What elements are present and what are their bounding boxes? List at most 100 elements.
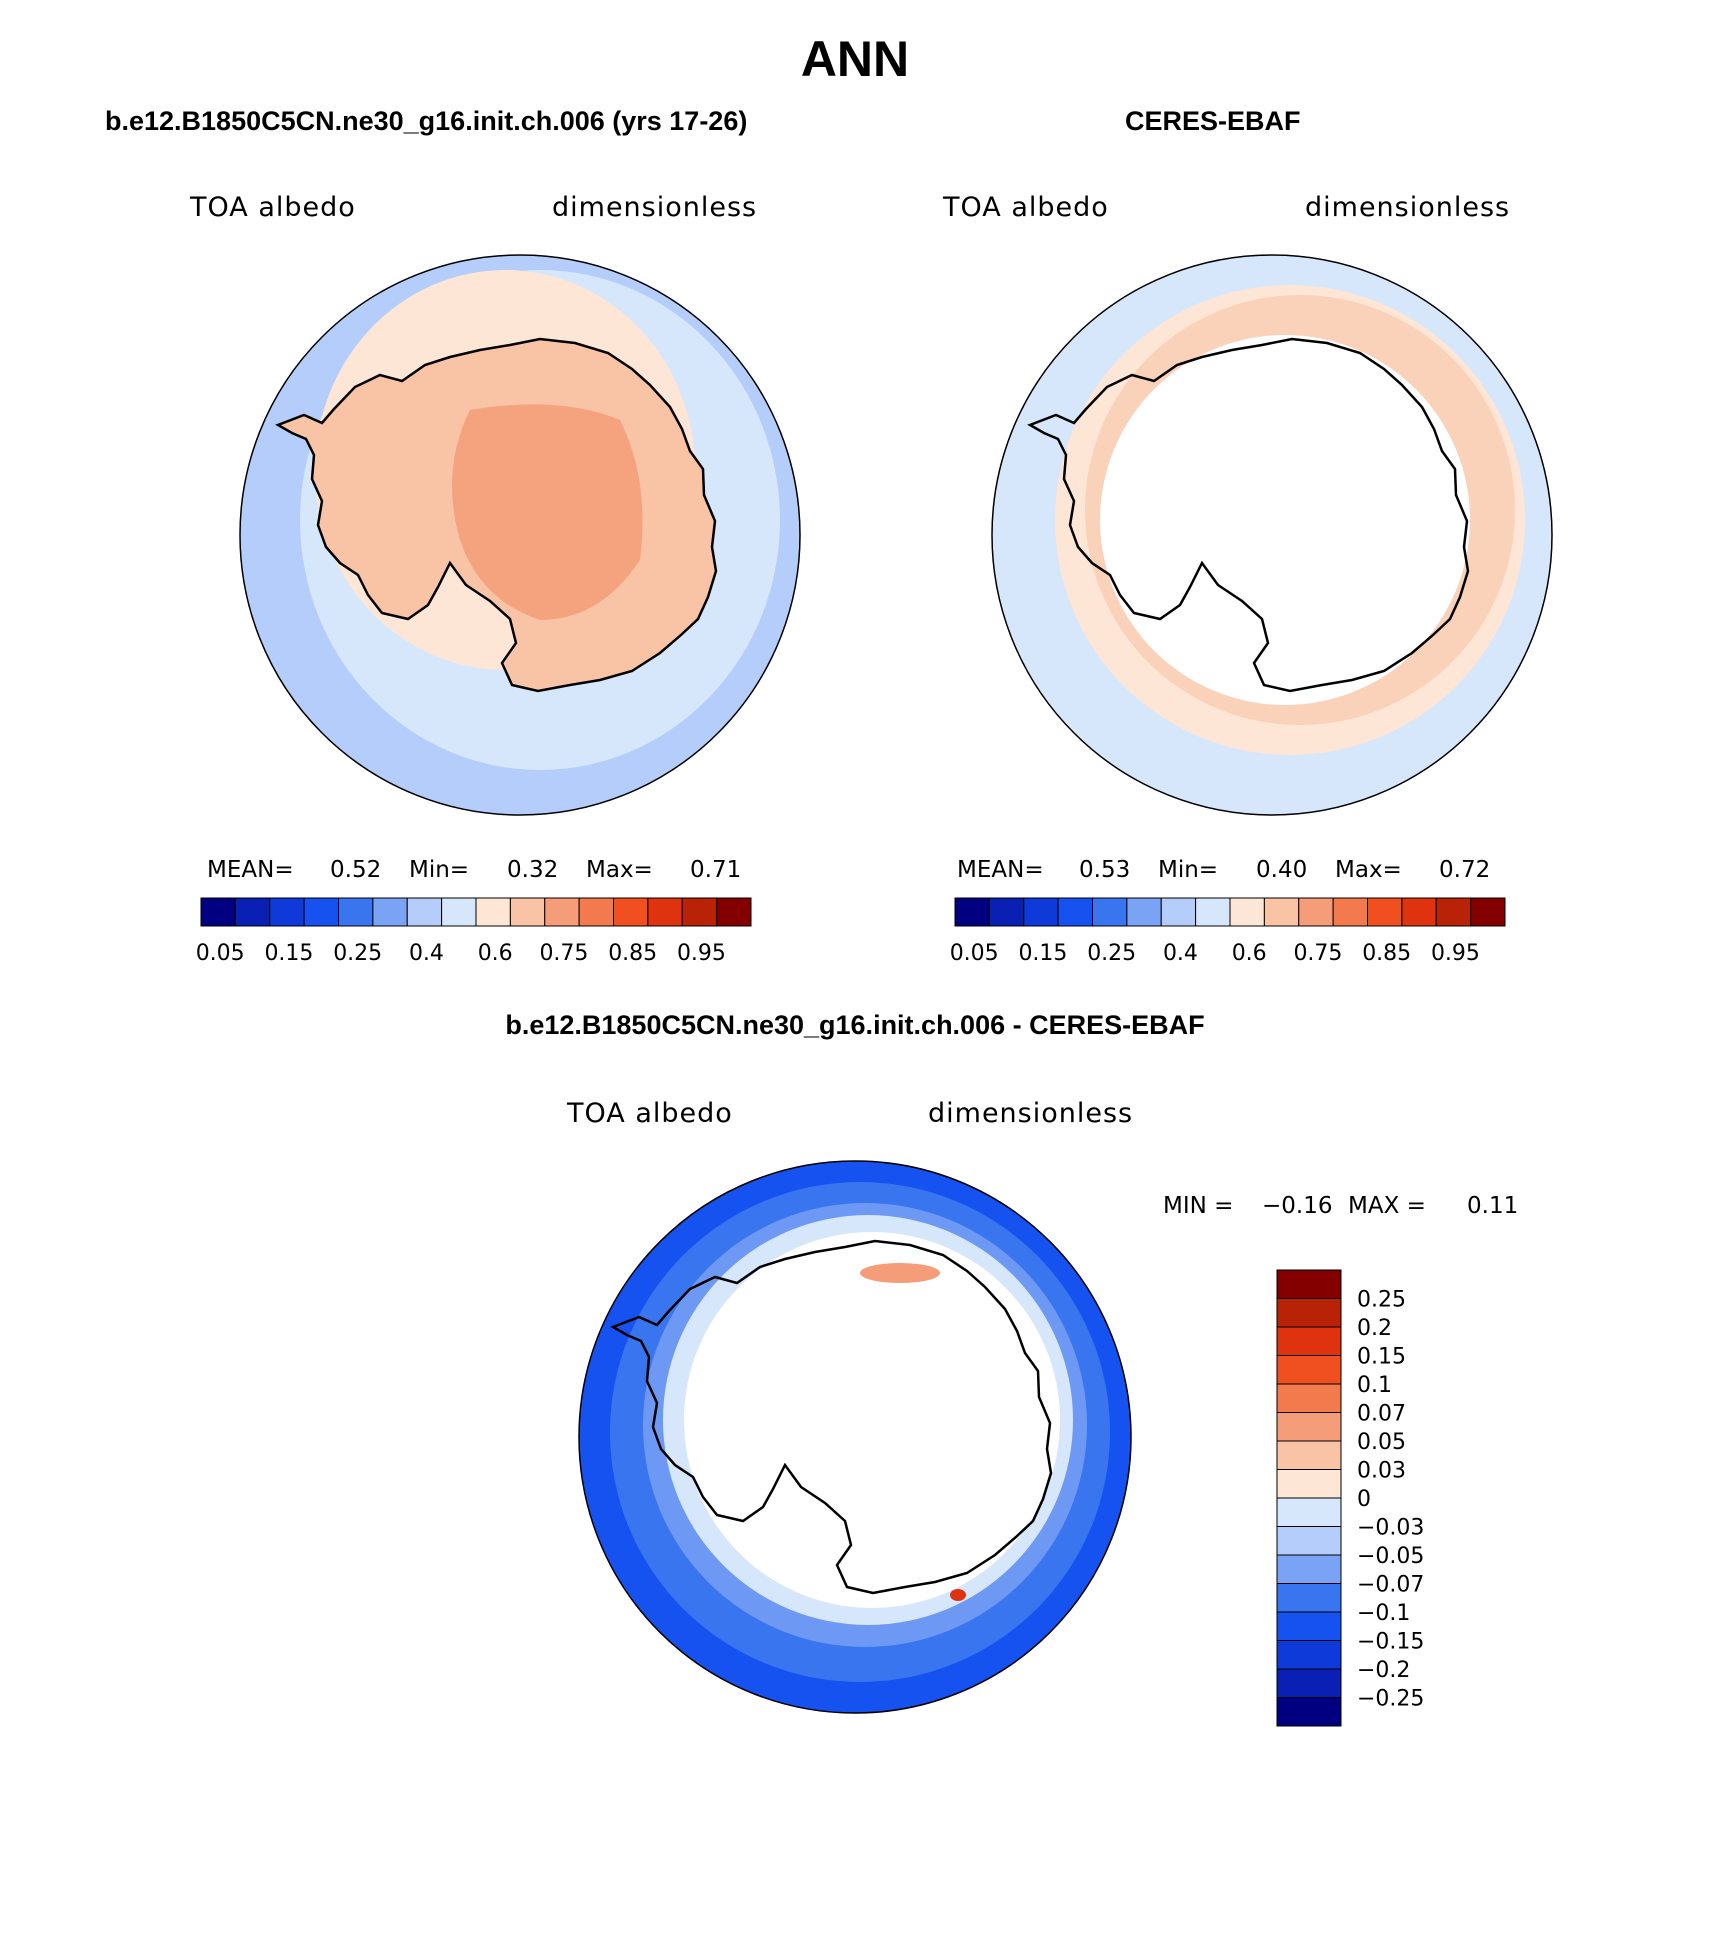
colorbar-model-tick-label: 0.25 [333,941,382,966]
colorbar-obs-swatch [1160,897,1197,927]
colorbar-model-swatch [269,897,305,927]
colorbar-difference-swatch [1276,1269,1342,1299]
panel-title-obs: CERES-EBAF [1125,106,1301,136]
panel-title-model: b.e12.B1850C5CN.ne30_g16.init.ch.006 (yr… [105,106,748,136]
colorbar-model-tick-label: 0.15 [264,941,313,966]
colorbar-model-tick-label: 0.4 [409,941,444,966]
min-label-model: Min= [409,857,470,883]
colorbar-model-tick-label: 0.05 [196,941,245,966]
colorbar-difference-swatch [1276,1611,1342,1641]
colorbar-difference-tick-label: 0.07 [1357,1402,1406,1427]
diff-min-label: MIN = [1163,1193,1234,1219]
colorbar-model-swatch [578,897,614,927]
colorbar-obs-swatch [1023,897,1059,927]
colorbar-obs-tick-label: 0.95 [1431,941,1480,966]
figure-title: ANN [800,31,910,87]
colorbar-model-swatch [716,897,752,927]
colorbar-difference-tick-label: −0.05 [1357,1544,1424,1569]
colorbar-model-swatch [475,897,511,927]
colorbar-obs-tick-label: 0.75 [1293,941,1342,966]
colorbar-difference-tick-label: 0.05 [1357,1430,1406,1455]
diff-max-label: MAX = [1348,1193,1426,1219]
min-label-obs: Min= [1158,857,1219,883]
colorbar-model-swatch [372,897,408,927]
colorbar-model: 0.05 0.15 0.25 0.4 0.6 0.75 0.85 0.95 [196,897,752,966]
colorbar-difference-swatch [1276,1497,1342,1527]
colorbar-difference-swatch [1276,1412,1342,1442]
colorbar-obs-tick-label: 0.6 [1232,941,1267,966]
colorbar-obs-tick-label: 0.85 [1362,941,1411,966]
variable-label-model: TOA albedo [190,192,356,223]
map-difference [578,1160,1132,1714]
min-value-obs: 0.40 [1256,857,1308,883]
colorbar-difference-tick-label: 0.15 [1357,1345,1406,1370]
colorbar-model-swatch [303,897,339,927]
colorbar-model-swatch [200,897,236,927]
colorbar-obs-swatch [1229,897,1265,927]
colorbar-difference-swatch [1276,1326,1342,1356]
mean-label-obs: MEAN= [957,857,1044,883]
colorbar-difference: 0.25 0.2 0.15 0.1 0.07 0.05 0.03 0 −0.03 −0.05 −0.… [1276,1269,1424,1727]
colorbar-difference-tick-label: 0.03 [1357,1459,1406,1484]
colorbar-model-tick-label: 0.6 [478,941,513,966]
colorbar-model-tick-label: 0.75 [539,941,588,966]
mean-value-model: 0.52 [330,857,382,883]
colorbar-model-swatch [441,897,477,927]
colorbar-obs-swatch [1332,897,1368,927]
colorbar-difference-tick-label: −0.2 [1357,1658,1410,1683]
min-value-model: 0.32 [507,857,559,883]
colorbar-obs-tick-label: 0.25 [1087,941,1136,966]
colorbar-difference-tick-label: −0.25 [1357,1687,1424,1712]
colorbar-model-tick-label: 0.95 [677,941,726,966]
colorbar-model-swatch [338,897,374,927]
colorbar-difference-swatch [1276,1583,1342,1613]
colorbar-difference-tick-label: 0.2 [1357,1316,1392,1341]
colorbar-difference-tick-label: −0.03 [1357,1516,1424,1541]
colorbar-difference-swatch [1276,1383,1342,1413]
colorbar-model-tick-label: 0.85 [608,941,657,966]
colorbar-obs-swatch [1298,897,1334,927]
max-value-model: 0.71 [690,857,742,883]
colorbar-obs-swatch [1195,897,1231,927]
variable-label-obs: TOA albedo [943,192,1109,223]
colorbar-obs-swatch [1263,897,1300,927]
colorbar-difference-swatch [1276,1640,1342,1670]
colorbar-obs-swatch [1367,897,1403,927]
colorbar-difference-swatch [1276,1526,1342,1556]
colorbar-obs-tick-label: 0.15 [1018,941,1067,966]
colorbar-obs-swatch [988,897,1025,927]
colorbar-obs-swatch [1092,897,1128,927]
colorbar-difference-swatch [1276,1298,1342,1328]
colorbar-model-swatch [647,897,683,927]
colorbar-difference-tick-label: −0.15 [1357,1630,1424,1655]
units-label-difference: dimensionless [928,1098,1134,1129]
colorbar-difference-tick-label: 0.1 [1357,1373,1392,1398]
colorbar-model-swatch [544,897,580,927]
max-label-model: Max= [586,857,653,883]
diff-max-value: 0.11 [1467,1193,1519,1219]
colorbar-obs-tick-label: 0.05 [950,941,999,966]
colorbar-difference-tick-label: −0.07 [1357,1573,1424,1598]
units-label-model: dimensionless [552,192,758,223]
colorbar-obs-swatch [1470,897,1506,927]
colorbar-obs-swatch [1401,897,1437,927]
colorbar-obs-tick-label: 0.4 [1163,941,1198,966]
colorbar-obs-swatch [1126,897,1162,927]
units-label-obs: dimensionless [1305,192,1511,223]
mean-value-obs: 0.53 [1079,857,1131,883]
colorbar-model-swatch [406,897,443,927]
colorbar-obs: 0.05 0.15 0.25 0.4 0.6 0.75 0.85 0.95 [950,897,1506,966]
colorbar-model-swatch [509,897,546,927]
colorbar-model-swatch [234,897,271,927]
colorbar-difference-swatch [1276,1355,1342,1385]
colorbar-difference-swatch [1276,1469,1342,1499]
colorbar-model-swatch [613,897,649,927]
map-obs [991,254,1553,816]
colorbar-difference-swatch [1276,1554,1342,1584]
max-value-obs: 0.72 [1439,857,1491,883]
colorbar-difference-swatch [1276,1668,1342,1698]
map-model [239,254,801,816]
colorbar-obs-swatch [954,897,990,927]
panel-title-difference: b.e12.B1850C5CN.ne30_g16.init.ch.006 - C… [505,1010,1205,1040]
